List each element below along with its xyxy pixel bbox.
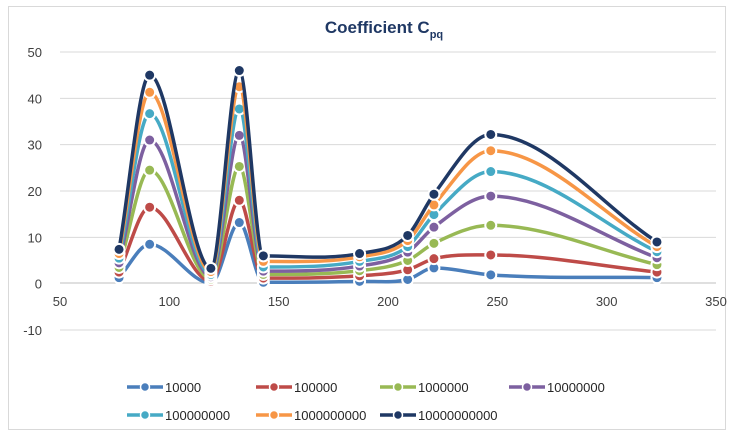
data-point bbox=[256, 249, 270, 263]
data-point bbox=[353, 247, 367, 261]
data-point bbox=[427, 236, 441, 250]
y-tick-label: 10 bbox=[28, 230, 42, 245]
data-point bbox=[143, 237, 157, 251]
data-point bbox=[401, 228, 415, 242]
legend-label: 1000000 bbox=[418, 380, 469, 395]
y-tick-label: 40 bbox=[28, 91, 42, 106]
legend-swatch-marker bbox=[139, 381, 151, 393]
data-point bbox=[427, 220, 441, 234]
legend-swatch-marker bbox=[268, 409, 280, 421]
legend-swatch-marker bbox=[139, 409, 151, 421]
legend-item: 100000000 bbox=[127, 408, 230, 423]
legend: 10000 100000 1000000 10000000 100000000 10000… bbox=[127, 380, 605, 423]
data-point bbox=[232, 64, 246, 78]
y-tick-label: 0 bbox=[35, 277, 42, 292]
chart-title: Coefficient Cpq bbox=[325, 18, 443, 41]
data-point bbox=[143, 133, 157, 147]
legend-label: 1000000000 bbox=[294, 408, 366, 423]
data-point bbox=[484, 248, 498, 262]
legend-label: 100000 bbox=[294, 380, 337, 395]
data-point bbox=[143, 200, 157, 214]
data-point bbox=[112, 242, 126, 256]
x-tick-label: 250 bbox=[486, 294, 508, 309]
data-point bbox=[232, 193, 246, 207]
series-10000000000 bbox=[112, 64, 664, 275]
data-point bbox=[232, 128, 246, 142]
y-tick-label: 20 bbox=[28, 184, 42, 199]
x-tick-label: 350 bbox=[705, 294, 727, 309]
data-point bbox=[143, 163, 157, 177]
x-tick-label: 300 bbox=[596, 294, 618, 309]
legend-swatch-marker bbox=[521, 381, 533, 393]
legend-item: 1000000000 bbox=[256, 408, 366, 423]
data-point bbox=[650, 235, 664, 249]
data-point bbox=[484, 127, 498, 141]
x-tick-label: 50 bbox=[53, 294, 67, 309]
legend-swatch-marker bbox=[392, 381, 404, 393]
data-point bbox=[427, 252, 441, 266]
legend-item: 10000000000 bbox=[380, 408, 498, 423]
series-line bbox=[117, 198, 658, 284]
legend-item: 10000 bbox=[127, 380, 201, 395]
legend-label: 10000000000 bbox=[418, 408, 498, 423]
x-tick-label: 100 bbox=[158, 294, 180, 309]
data-point bbox=[143, 85, 157, 99]
y-tick-label: 30 bbox=[28, 138, 42, 153]
series-group bbox=[112, 64, 664, 290]
data-point bbox=[484, 144, 498, 158]
legend-label: 10000000 bbox=[547, 380, 605, 395]
data-point bbox=[484, 218, 498, 232]
x-tick-label: 150 bbox=[268, 294, 290, 309]
y-tick-label: -10 bbox=[23, 323, 42, 338]
data-point bbox=[204, 261, 218, 275]
legend-label: 100000000 bbox=[165, 408, 230, 423]
legend-label: 10000 bbox=[165, 380, 201, 395]
data-point bbox=[143, 68, 157, 82]
chart-title-main: Coefficient C bbox=[325, 18, 430, 37]
legend-swatch-marker bbox=[268, 381, 280, 393]
data-point bbox=[484, 189, 498, 203]
data-point bbox=[427, 187, 441, 201]
data-point bbox=[484, 165, 498, 179]
legend-item: 1000000 bbox=[380, 380, 469, 395]
data-point bbox=[484, 268, 498, 282]
data-point bbox=[232, 216, 246, 230]
x-tick-label: 200 bbox=[377, 294, 399, 309]
legend-item: 100000 bbox=[256, 380, 337, 395]
data-point bbox=[232, 159, 246, 173]
legend-item: 10000000 bbox=[509, 380, 605, 395]
series-line bbox=[117, 68, 658, 271]
legend-swatch-marker bbox=[392, 409, 404, 421]
chart-title-subscript: pq bbox=[430, 29, 443, 41]
data-point bbox=[143, 107, 157, 121]
y-tick-label: 50 bbox=[28, 45, 42, 60]
gridlines bbox=[60, 51, 716, 331]
